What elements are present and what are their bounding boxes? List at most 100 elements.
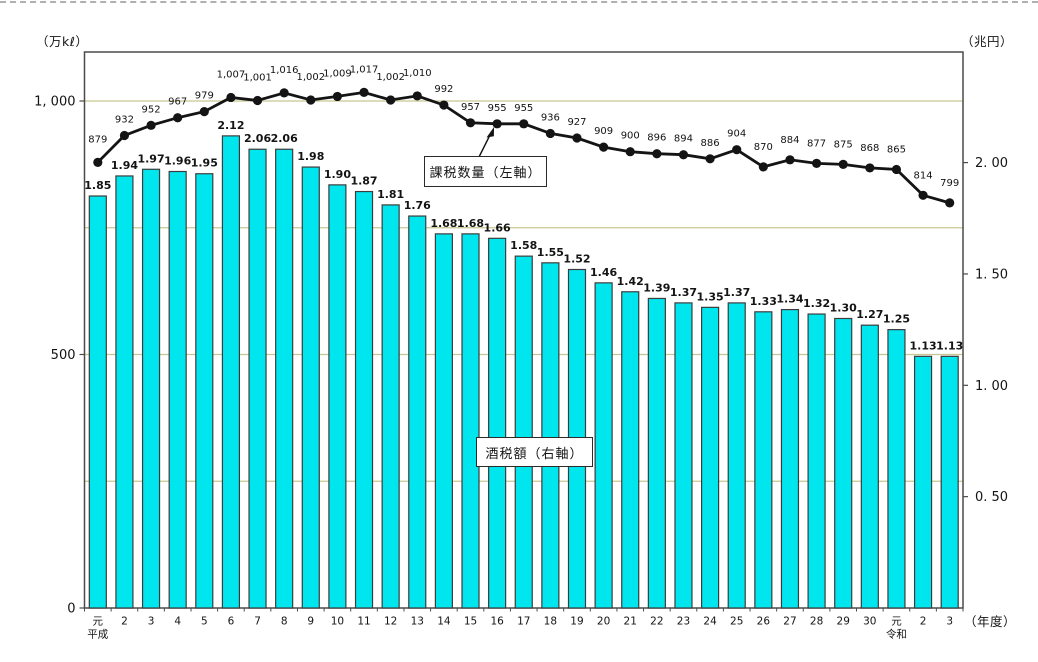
bar-value-label: 1.96 (164, 155, 191, 168)
bar (248, 148, 267, 609)
x-axis-label: 29 (837, 616, 850, 628)
line-value-label: 992 (434, 84, 453, 95)
bar-value-label: 1.35 (697, 290, 724, 303)
line-point (732, 145, 742, 155)
bar (354, 190, 374, 609)
bar (700, 306, 720, 609)
bar (621, 291, 640, 609)
bar (674, 302, 693, 609)
bar (488, 237, 507, 609)
bar-value-label: 1.39 (643, 281, 670, 294)
x-axis-label: 元 (93, 616, 104, 628)
line-value-label: 1,017 (350, 64, 379, 75)
x-axis-label: 2 (920, 616, 927, 628)
bar (834, 317, 853, 609)
x-axis-label: 3 (148, 616, 155, 628)
line-point (545, 128, 555, 139)
line-value-label: 1,007 (217, 69, 246, 80)
bar-value-label: 1.58 (510, 239, 537, 252)
bar-value-label: 1.98 (297, 150, 324, 163)
bar (301, 166, 320, 609)
bar (275, 148, 294, 609)
x-axis-label: 元 (891, 616, 902, 628)
line-value-label: 1,001 (243, 72, 272, 83)
line-value-label: 870 (754, 142, 773, 153)
bar-value-label: 1.81 (377, 188, 404, 201)
x-axis-label: 18 (544, 616, 557, 628)
line-value-label: 909 (594, 126, 613, 137)
line-value-label: 936 (541, 112, 560, 123)
bar (780, 308, 800, 609)
line-point (492, 119, 502, 129)
line-point (891, 164, 902, 175)
line-value-label: 879 (88, 134, 107, 145)
line-point (519, 119, 529, 129)
line-series-callout-label: 課税数量（左軸） (429, 166, 542, 181)
x-axis-label: 2 (121, 616, 128, 628)
line-point (652, 149, 662, 159)
line-value-label: 1,010 (403, 68, 432, 79)
line-value-label: 865 (887, 144, 906, 155)
x-axis-label: 25 (730, 616, 743, 628)
bar-series-callout: 酒税額（右軸） (476, 437, 593, 467)
line-value-label: 900 (621, 131, 640, 142)
bar-value-label: 2.06 (271, 132, 298, 145)
bar (461, 233, 480, 609)
bar-value-label: 1.52 (563, 252, 590, 265)
line-value-label: 979 (195, 91, 214, 102)
bar (727, 302, 746, 609)
bar (860, 324, 879, 609)
bar (754, 311, 773, 609)
line-point (252, 95, 263, 106)
line-point (838, 159, 848, 169)
line-value-label: 904 (727, 129, 746, 140)
bar-value-label: 1.34 (776, 293, 803, 306)
bar-value-label: 2.12 (217, 119, 244, 132)
page-top-dashed-border (0, 1, 1038, 3)
bar-value-label: 1.32 (803, 297, 830, 310)
line-value-label: 884 (780, 135, 799, 146)
line-point (359, 87, 369, 97)
line-point (412, 91, 422, 101)
bar-value-label: 1.37 (723, 286, 750, 299)
right-axis-tick-label: 2. 00 (975, 156, 1008, 171)
bar (541, 262, 560, 609)
line-series-callout: 課税数量（左軸） (424, 156, 547, 187)
line-point (465, 118, 476, 128)
line-point (306, 95, 316, 105)
x-axis-label: 3 (946, 616, 953, 628)
x-axis-label: 24 (703, 616, 717, 628)
bar (141, 168, 161, 609)
bar-value-label: 2.06 (244, 132, 271, 145)
left-axis-tick-label: 1, 000 (34, 95, 75, 110)
bar-value-label: 1.94 (111, 159, 138, 172)
line-point (758, 162, 768, 172)
bar (887, 329, 906, 609)
x-axis-label: 22 (650, 616, 663, 628)
line-value-label: 955 (488, 103, 507, 114)
line-value-label: 1,002 (376, 72, 405, 83)
x-axis-label: 26 (757, 616, 771, 628)
bar (807, 313, 826, 609)
line-value-label: 1,009 (323, 68, 352, 79)
x-axis-label: 11 (357, 616, 370, 628)
bar (514, 255, 533, 609)
bar-value-label: 1.25 (883, 313, 910, 326)
line-value-label: 1,016 (270, 65, 299, 76)
line-point (918, 190, 928, 200)
bar (195, 173, 214, 609)
line-value-label: 896 (647, 133, 666, 144)
line-point (226, 92, 236, 103)
bar-value-label: 1.46 (590, 266, 617, 279)
line-point (865, 163, 875, 173)
x-axis-unit-label: （年度） (964, 614, 1017, 629)
bar-value-label: 1.30 (830, 301, 857, 314)
x-axis-label: 5 (201, 616, 208, 628)
line-point (945, 198, 955, 208)
bar-value-label: 1.42 (617, 275, 644, 288)
right-axis-unit-label: （兆円） (961, 34, 1014, 49)
bar (88, 195, 107, 609)
line-point (93, 157, 103, 167)
era-label: 平成 (87, 629, 108, 641)
